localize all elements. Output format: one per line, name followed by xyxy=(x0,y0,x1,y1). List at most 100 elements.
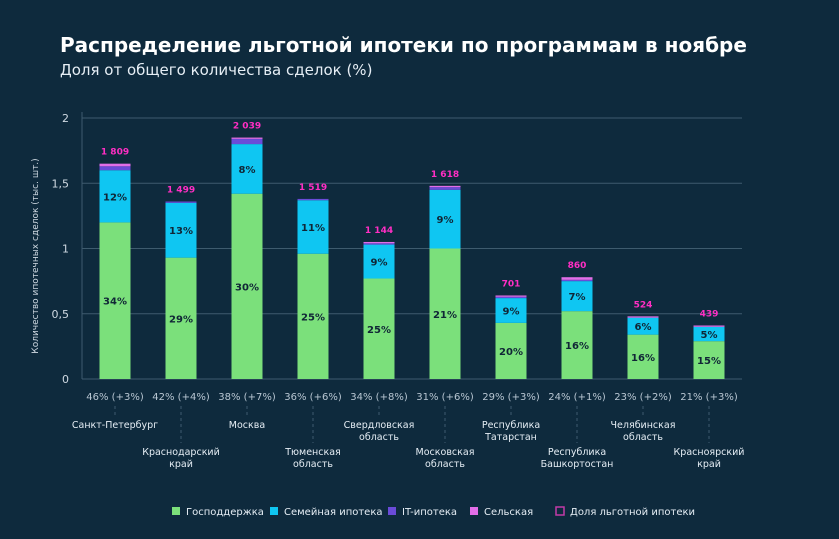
x-category-label: Красноярский xyxy=(674,447,745,458)
bar-segment xyxy=(363,278,395,379)
bar-segment xyxy=(231,144,263,194)
share-label: 34% (+8%) xyxy=(350,392,408,403)
bar-segment xyxy=(693,341,725,379)
share-label: 38% (+7%) xyxy=(218,392,276,403)
bar-segment xyxy=(627,317,659,335)
segment-label: 15% xyxy=(697,356,721,367)
segment-label: 9% xyxy=(371,258,388,269)
y-tick-label: 0,5 xyxy=(52,308,70,321)
bar-segment xyxy=(561,281,593,312)
x-category-label: Санкт-Петербург xyxy=(72,420,158,431)
share-label: 46% (+3%) xyxy=(86,392,144,403)
bar-segment xyxy=(231,193,263,379)
x-category-label: область xyxy=(293,459,333,470)
segment-label: 16% xyxy=(631,353,655,364)
bar-segment xyxy=(99,170,131,223)
legend-swatch xyxy=(388,507,396,515)
total-label: 1 809 xyxy=(101,148,129,158)
x-category-label: Тюменская xyxy=(284,447,341,458)
bar-segment xyxy=(297,198,329,201)
labels: 0 0,5 1 1,5 2 34% 12% 1 809 46% (+3%) Санкт-Петер… xyxy=(52,112,745,470)
segment-label: 9% xyxy=(503,306,520,317)
total-label: 701 xyxy=(502,279,521,289)
total-label: 1 519 xyxy=(299,183,327,193)
share-label: 23% (+2%) xyxy=(614,392,672,403)
total-label: 439 xyxy=(700,309,719,319)
legend-label: IT-ипотека xyxy=(402,507,457,518)
total-label: 2 039 xyxy=(233,122,261,132)
y-axis-label: Количество ипотечных сделок (тыс. шт.) xyxy=(31,158,41,353)
legend: Господдержка Семейная ипотека IT-ипотека Се… xyxy=(172,506,695,518)
bar-segment xyxy=(561,277,593,280)
bar-segment xyxy=(165,257,197,379)
x-category-label: Республика xyxy=(548,447,606,458)
bar-segment xyxy=(231,137,263,139)
segment-label: 5% xyxy=(701,330,718,341)
bar-segment xyxy=(495,296,527,299)
bar-segment xyxy=(693,326,725,342)
segment-label: 12% xyxy=(103,192,127,203)
segment-label: 21% xyxy=(433,310,457,321)
segment-label: 16% xyxy=(565,341,589,352)
x-category-label: край xyxy=(697,459,721,470)
legend-label: Семейная ипотека xyxy=(284,507,383,518)
legend-label: Господдержка xyxy=(186,507,264,518)
bar-segment xyxy=(99,163,131,167)
total-label: 1 144 xyxy=(365,226,393,236)
bar-segment xyxy=(561,311,593,379)
bar-segment xyxy=(693,325,725,327)
chart-subtitle: Доля от общего количества сделок (%) xyxy=(60,61,372,79)
y-tick-label: 1,5 xyxy=(52,177,70,190)
segment-label: 9% xyxy=(437,215,454,226)
bar-segment xyxy=(429,187,461,190)
bar-segment xyxy=(99,222,131,379)
bar-segment xyxy=(99,166,131,171)
legend-label: Доля льготной ипотеки xyxy=(570,507,695,518)
share-label: 24% (+1%) xyxy=(548,392,606,403)
bar-segment xyxy=(429,185,461,188)
segment-label: 34% xyxy=(103,297,127,308)
share-label: 29% (+3%) xyxy=(482,392,540,403)
segment-label: 30% xyxy=(235,282,259,293)
share-label: 36% (+6%) xyxy=(284,392,342,403)
legend-swatch xyxy=(470,507,478,515)
segment-label: 6% xyxy=(635,322,652,333)
chart-title: Распределение льготной ипотеки по програ… xyxy=(60,33,747,57)
bars xyxy=(99,137,725,379)
segment-label: 29% xyxy=(169,314,193,325)
x-category-label: Краснодарский xyxy=(142,447,220,458)
bar-segment xyxy=(363,244,395,279)
bar-segment xyxy=(495,298,527,323)
y-tick-label: 2 xyxy=(62,112,69,125)
segment-label: 11% xyxy=(301,223,325,234)
segment-label: 25% xyxy=(301,312,325,323)
y-tick-label: 0 xyxy=(62,373,69,386)
bar-segment xyxy=(495,295,527,297)
y-tick-label: 1 xyxy=(62,243,69,256)
bar-segment xyxy=(495,322,527,379)
bar-segment xyxy=(165,202,197,258)
x-category-label: Республика xyxy=(482,420,540,431)
legend-label: Сельская xyxy=(484,507,533,518)
total-label: 524 xyxy=(634,300,653,310)
bar-segment xyxy=(429,248,461,379)
legend-swatch xyxy=(270,507,278,515)
x-category-label: Челябинская xyxy=(611,420,676,431)
segment-label: 13% xyxy=(169,226,193,237)
total-label: 1 499 xyxy=(167,186,195,196)
share-label: 42% (+4%) xyxy=(152,392,210,403)
x-category-label: Татарстан xyxy=(484,432,537,443)
share-label: 31% (+6%) xyxy=(416,392,474,403)
x-category-label: Московская xyxy=(416,447,475,458)
bar-segment xyxy=(363,243,395,245)
bar-segment xyxy=(561,279,593,282)
segment-label: 8% xyxy=(239,165,256,176)
x-category-label: область xyxy=(425,459,465,470)
x-category-label: область xyxy=(623,432,663,443)
x-category-label: область xyxy=(359,432,399,443)
total-label: 1 618 xyxy=(431,170,459,180)
x-category-label: Свердловская xyxy=(344,420,415,431)
segment-label: 7% xyxy=(569,292,586,303)
